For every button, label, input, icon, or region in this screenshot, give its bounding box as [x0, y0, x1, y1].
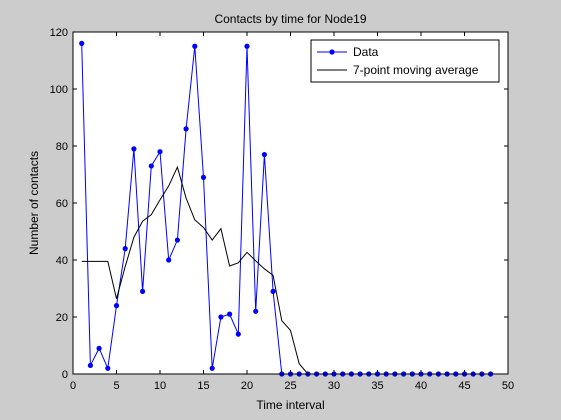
y-tick-label: 20: [56, 312, 68, 324]
data-point: [209, 365, 215, 371]
legend-box: [310, 39, 500, 83]
x-tick-label: 40: [415, 380, 427, 392]
data-point: [87, 362, 93, 369]
chart-title: Contacts by time for Node19: [214, 12, 366, 26]
y-axis-title: Number of contacts: [27, 151, 41, 255]
data-point: [157, 149, 163, 155]
y-tick-label: 80: [56, 141, 68, 153]
data-point: [166, 257, 172, 263]
plot-area: [73, 32, 508, 374]
data-point: [113, 303, 120, 309]
legend: Data 7-point moving average: [310, 39, 500, 83]
y-tick-label: 0: [62, 369, 68, 381]
plot-frame: [72, 31, 509, 375]
data-point: [200, 174, 207, 180]
data-point: [122, 246, 128, 252]
legend-label: Data: [353, 45, 379, 59]
data-point: [96, 345, 102, 351]
data-point: [192, 43, 198, 49]
data-point: [174, 237, 180, 243]
data-point: [148, 163, 154, 169]
legend-marker: [329, 49, 335, 55]
y-tick-label: 100: [50, 84, 68, 96]
y-tick-label: 40: [56, 255, 68, 267]
x-tick-label: 5: [113, 380, 119, 392]
data-point: [261, 151, 267, 158]
data-point: [79, 40, 85, 47]
x-tick-label: 0: [70, 380, 76, 392]
data-point: [131, 146, 137, 152]
data-point: [244, 43, 250, 49]
x-tick-label: 45: [458, 380, 470, 392]
data-point: [183, 126, 189, 132]
x-tick-label: 35: [371, 380, 383, 392]
y-tick-label: 120: [50, 27, 68, 39]
x-tick-label: 20: [241, 380, 253, 392]
x-axis-title: Time interval: [256, 398, 324, 412]
x-tick-label: 30: [328, 380, 340, 392]
y-tick-label: 60: [56, 198, 68, 210]
legend-label: 7-point moving average: [353, 63, 479, 77]
x-tick-label: 10: [154, 380, 166, 392]
data-point: [105, 365, 111, 371]
data-point: [253, 308, 259, 314]
data-point: [235, 331, 241, 337]
data-point: [140, 288, 146, 294]
data-point: [270, 288, 276, 294]
data-point: [227, 311, 233, 317]
data-point: [218, 314, 224, 320]
x-tick-label: 50: [502, 380, 514, 392]
x-tick-label: 15: [197, 380, 209, 392]
x-tick-label: 25: [284, 380, 296, 392]
